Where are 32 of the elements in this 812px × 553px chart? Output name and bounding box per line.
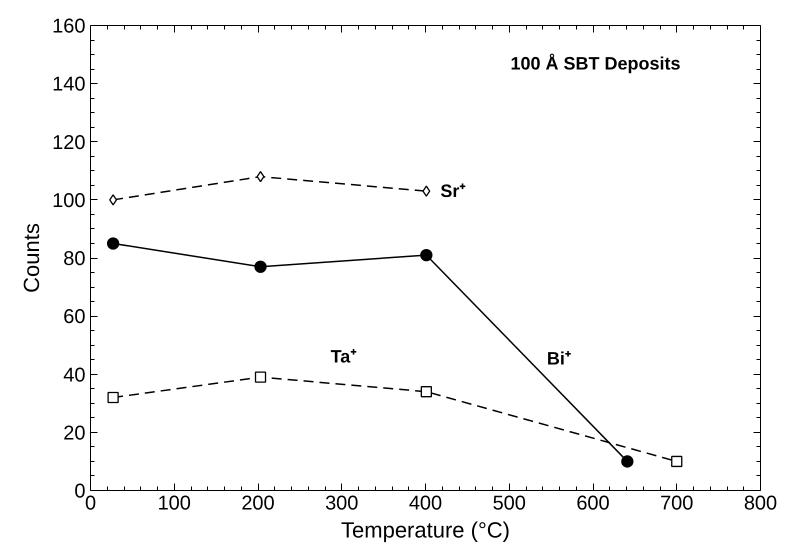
series-label: Bi⁺ xyxy=(546,348,571,368)
point xyxy=(671,456,682,468)
x-tick-label: 600 xyxy=(576,492,610,514)
annotation: 100 Å SBT Deposits xyxy=(510,54,681,74)
point xyxy=(420,248,432,262)
y-tick-label: 80 xyxy=(63,248,86,270)
point xyxy=(254,260,267,273)
y-tick-label: 20 xyxy=(63,422,86,444)
x-tick-label: 100 xyxy=(158,492,191,514)
series-label: Ta⁺ xyxy=(330,346,356,366)
y-tick-label: 120 xyxy=(52,132,86,154)
y-tick-label: 100 xyxy=(52,190,86,212)
y-tick-label: 60 xyxy=(63,306,86,328)
x-tick-label: 800 xyxy=(744,492,778,514)
point xyxy=(422,186,430,197)
series-label: Sr⁺ xyxy=(440,181,466,202)
x-tick-label: 200 xyxy=(241,492,275,514)
x-tick-label: 500 xyxy=(492,492,526,514)
x-tick-label: 400 xyxy=(408,492,442,514)
x-tick-label: 700 xyxy=(660,492,694,514)
y-axis-title: Counts xyxy=(19,223,44,293)
y-tick-label: 40 xyxy=(63,364,86,386)
y-tick-label: 160 xyxy=(52,16,86,38)
point xyxy=(106,237,120,250)
point xyxy=(420,386,432,398)
y-tick-label: 140 xyxy=(52,74,86,96)
x-tick-label: 300 xyxy=(325,492,358,514)
x-axis-title: Temperature (°C) xyxy=(341,518,510,542)
point xyxy=(621,455,634,468)
point xyxy=(107,392,119,404)
point xyxy=(109,194,118,206)
point xyxy=(254,372,266,383)
